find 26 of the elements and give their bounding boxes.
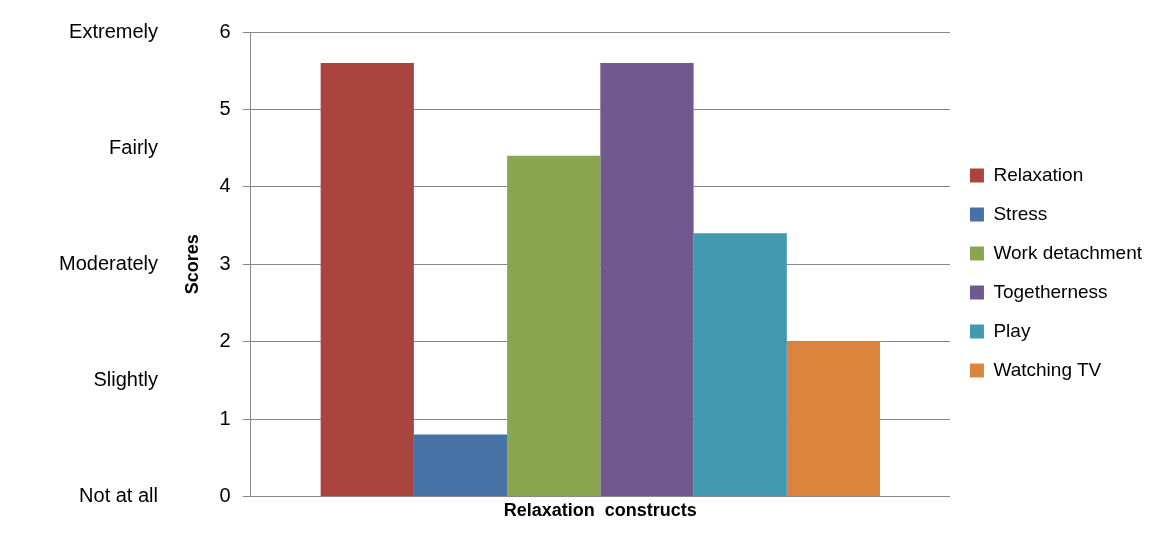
text: Fairly bbox=[109, 135, 158, 158]
y-tick-label: 6 bbox=[219, 19, 231, 42]
y-tick-label: 3 bbox=[219, 251, 231, 274]
y-tick-label: 4 bbox=[219, 174, 231, 197]
legend-label: Play bbox=[993, 319, 1031, 341]
legend-label: Relaxation bbox=[993, 163, 1084, 185]
y-tick-label: 1 bbox=[219, 406, 231, 429]
bar bbox=[786, 341, 881, 496]
y-tick-label: 2 bbox=[219, 329, 231, 352]
text: Slightly bbox=[93, 367, 158, 390]
legend-label: Stress bbox=[993, 202, 1048, 224]
bar bbox=[693, 233, 787, 496]
y-tick-label: 0 bbox=[219, 483, 231, 506]
text: Extremely bbox=[69, 19, 158, 42]
y-tick-label: 5 bbox=[219, 96, 231, 119]
text: Not at all bbox=[79, 483, 158, 506]
y-axis-title: Scores bbox=[181, 234, 202, 295]
bar bbox=[507, 155, 601, 496]
legend-label: Work detachment bbox=[993, 241, 1143, 263]
x-axis-title: Relaxation constructs bbox=[503, 500, 697, 521]
bar bbox=[413, 434, 508, 496]
bar bbox=[600, 62, 694, 496]
legend-label: Watching TV bbox=[993, 358, 1102, 380]
text: Moderately bbox=[59, 251, 158, 274]
bar bbox=[320, 62, 414, 496]
legend-label: Togetherness bbox=[993, 280, 1108, 302]
